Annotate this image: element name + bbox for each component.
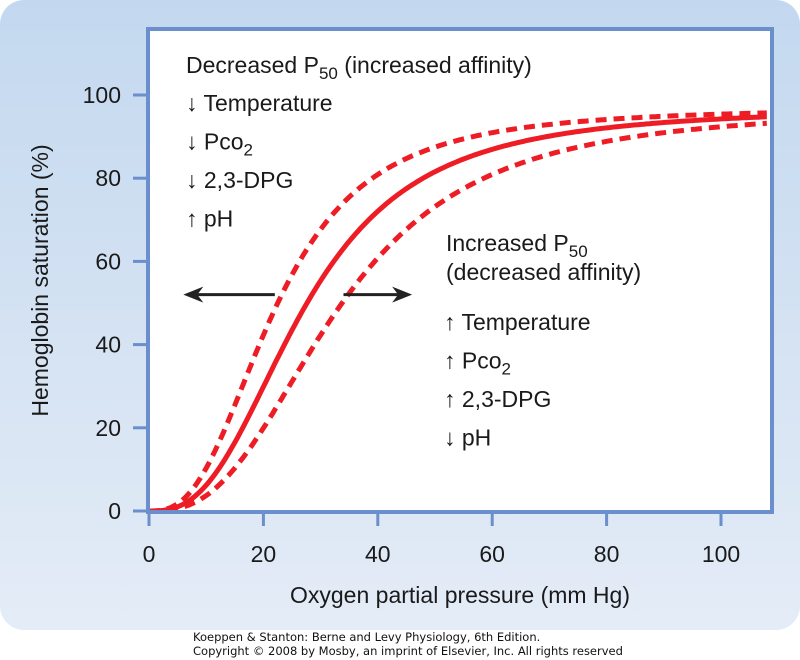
y-tick-label: 60 <box>95 248 121 274</box>
annotation-left-title: Decreased P50 (increased affinity) <box>186 52 532 83</box>
annotation-right-item: ↓ pH <box>444 425 491 451</box>
annotation-right-item: ↑ 2,3-DPG <box>444 386 551 412</box>
annotation-right-item: ↑ Temperature <box>444 309 591 335</box>
x-tick-label: 0 <box>143 541 156 567</box>
curves-group <box>149 110 767 514</box>
x-tick-label: 40 <box>365 541 391 567</box>
x-tick-label: 80 <box>594 541 620 567</box>
curve-right-shift <box>149 120 767 514</box>
ticks-group: 0 20 40 60 80 100 0 20 40 60 80 100 <box>83 82 741 567</box>
annotation-right-title: Increased P50 <box>446 230 588 261</box>
annotation-right-subtitle: (decreased affinity) <box>446 259 641 285</box>
annotation-left-item: ↓ Pco2 <box>186 129 253 160</box>
annotation-right-item: ↑ Pco2 <box>444 348 511 379</box>
plot-frame-group <box>146 27 774 514</box>
annotation-left-item: ↑ pH <box>186 206 233 232</box>
y-axis-label: Hemoglobin saturation (%) <box>27 144 53 416</box>
caption-line-2: Copyright © 2008 by Mosby, an imprint of… <box>193 644 623 658</box>
y-tick-label: 20 <box>95 415 121 441</box>
annotation-increased-p50: Increased P50(decreased affinity) ↑ Tempe… <box>444 230 641 451</box>
x-axis-label: Oxygen partial pressure (mm Hg) <box>290 582 630 608</box>
left-shift-arrow-head <box>183 286 204 303</box>
right-shift-arrow-head <box>392 286 413 303</box>
y-tick-label: 0 <box>108 498 121 524</box>
chart: 0 20 40 60 80 100 0 20 40 60 80 100 Hemoglobin satu… <box>27 27 774 608</box>
copyright-caption: Koeppen & Stanton: Berne and Levy Physio… <box>193 630 623 658</box>
plot-area <box>149 30 771 511</box>
shift-arrows-group <box>183 286 413 303</box>
annotation-decreased-p50: Decreased P50 (increased affinity) ↓ Temp… <box>186 52 532 232</box>
curve-left-shift <box>149 110 767 514</box>
y-tick-label: 80 <box>95 165 121 191</box>
y-tick-label: 100 <box>83 82 121 108</box>
annotation-left-item: ↓ Temperature <box>186 90 333 116</box>
curve-normal <box>149 114 767 514</box>
plot-frame <box>146 27 774 514</box>
x-tick-label: 20 <box>251 541 277 567</box>
annotation-left-item: ↓ 2,3-DPG <box>186 167 293 193</box>
left-shift-arrow <box>183 286 275 303</box>
caption-line-1: Koeppen & Stanton: Berne and Levy Physio… <box>193 630 541 644</box>
x-tick-label: 100 <box>702 541 740 567</box>
y-tick-label: 40 <box>95 332 121 358</box>
right-shift-arrow <box>343 286 413 303</box>
x-tick-label: 60 <box>479 541 505 567</box>
